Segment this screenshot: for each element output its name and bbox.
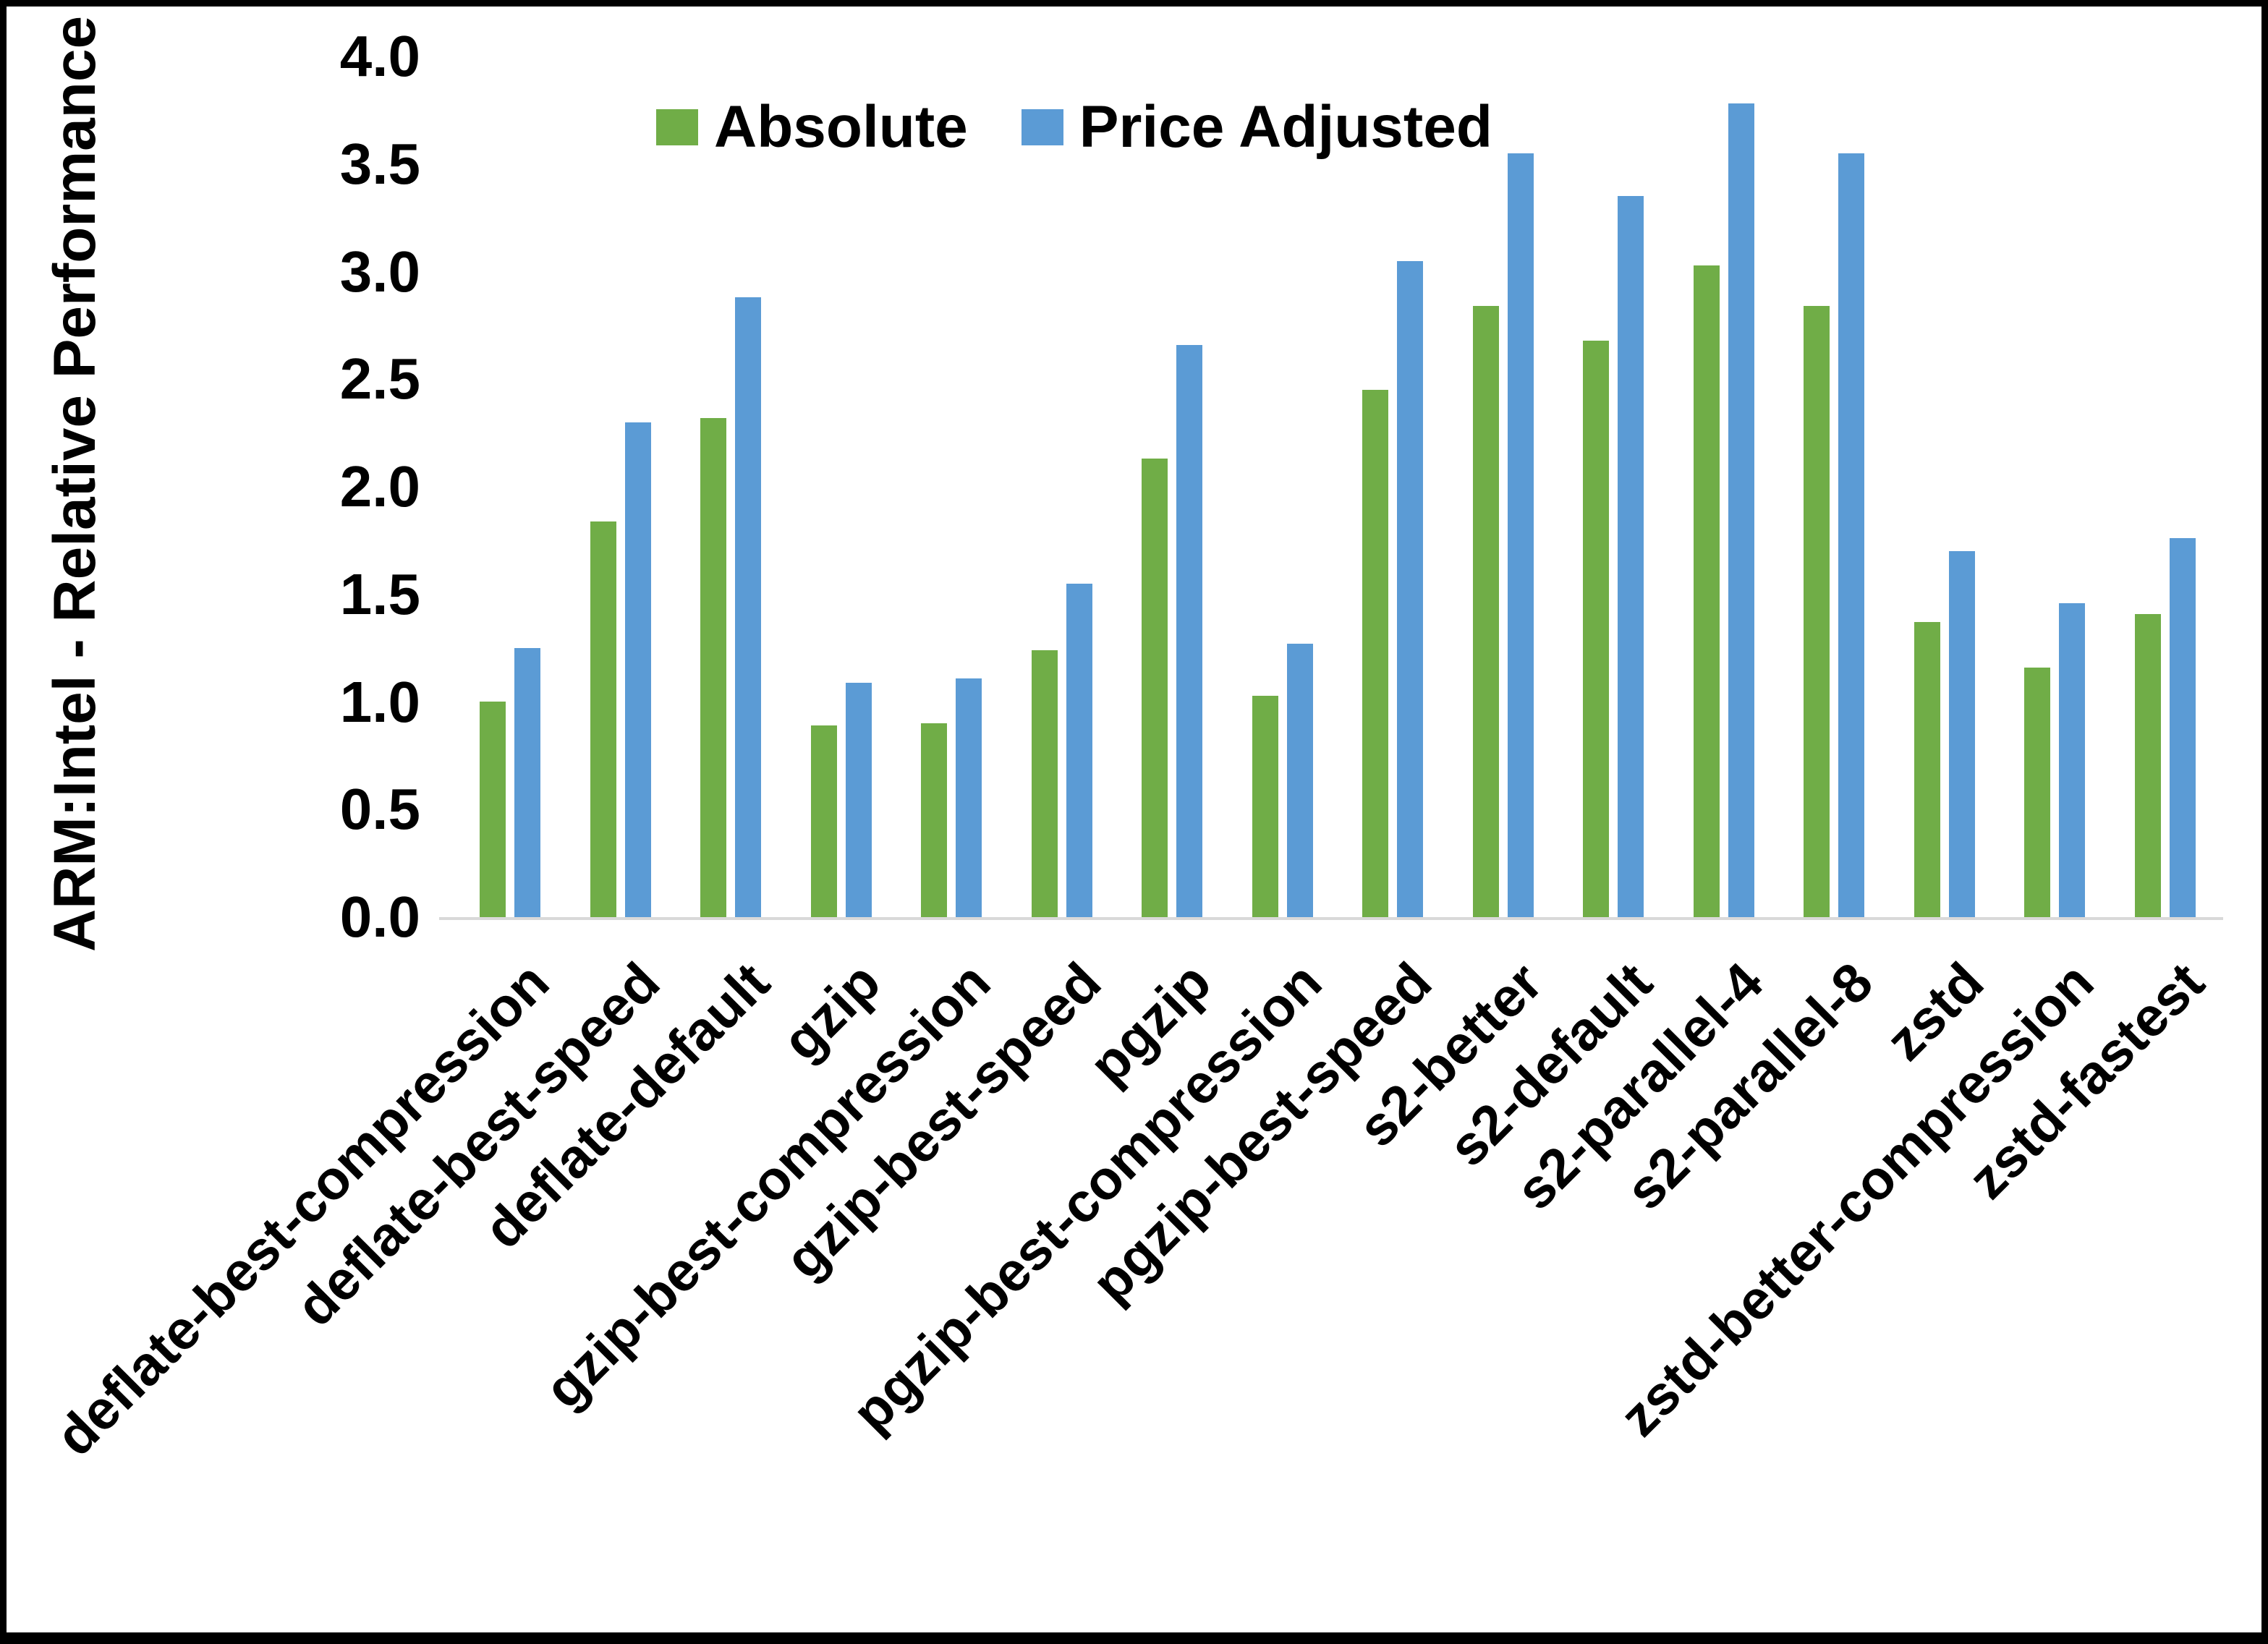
bar-price-adjusted-s2-better — [1508, 153, 1534, 917]
legend-label-price-adjusted: Price Adjusted — [1079, 94, 1492, 160]
bar-absolute-zstd-fastest — [2135, 614, 2161, 917]
legend-item-price-adjusted: Price Adjusted — [1021, 93, 1492, 161]
bar-price-adjusted-gzip-best-speed — [1066, 584, 1092, 917]
bar-absolute-s2-parallel-8 — [1804, 306, 1830, 917]
bar-price-adjusted-zstd-better-compression — [2059, 603, 2085, 917]
x-axis-line — [439, 917, 2223, 920]
y-tick-label: 2.0 — [339, 454, 420, 519]
bar-price-adjusted-s2-default — [1618, 196, 1644, 917]
y-tick-label: 1.5 — [339, 562, 420, 626]
legend-item-absolute: Absolute — [656, 93, 968, 161]
legend: Absolute Price Adjusted — [656, 93, 1492, 161]
legend-swatch-price-adjusted — [1021, 109, 1063, 145]
y-tick-label: 1.0 — [339, 670, 420, 734]
bar-price-adjusted-gzip-best-compression — [956, 678, 982, 917]
bar-absolute-gzip — [811, 725, 837, 917]
bar-absolute-zstd — [1914, 622, 1940, 917]
y-axis-title: ARM:Intel - Relative Performance — [42, 15, 108, 953]
y-tick-label: 2.5 — [339, 346, 420, 411]
bar-price-adjusted-zstd-fastest — [2170, 538, 2196, 917]
bar-price-adjusted-pgzip — [1176, 345, 1202, 917]
bar-price-adjusted-s2-parallel-8 — [1838, 153, 1864, 917]
bar-price-adjusted-deflate-best-speed — [625, 422, 651, 917]
bar-price-adjusted-deflate-best-compression — [514, 648, 540, 917]
y-tick-label: 4.0 — [339, 24, 420, 88]
bar-absolute-zstd-better-compression — [2024, 668, 2050, 917]
bar-absolute-pgzip — [1142, 459, 1168, 917]
bar-absolute-gzip-best-speed — [1032, 650, 1058, 917]
plot-area — [455, 56, 2220, 917]
y-tick-label: 3.0 — [339, 239, 420, 304]
bar-price-adjusted-zstd — [1949, 551, 1975, 917]
bar-absolute-deflate-best-speed — [590, 521, 616, 917]
legend-label-absolute: Absolute — [714, 94, 968, 160]
bar-price-adjusted-pgzip-best-speed — [1397, 261, 1423, 917]
bar-absolute-deflate-best-compression — [480, 702, 506, 917]
bar-absolute-pgzip-best-compression — [1252, 696, 1278, 917]
y-tick-label: 3.5 — [339, 132, 420, 196]
bar-price-adjusted-s2-parallel-4 — [1728, 103, 1754, 917]
bar-absolute-pgzip-best-speed — [1362, 390, 1388, 917]
bar-absolute-s2-default — [1583, 341, 1609, 917]
y-tick-label: 0.5 — [339, 777, 420, 841]
bar-price-adjusted-deflate-default — [735, 297, 761, 917]
bar-absolute-gzip-best-compression — [921, 723, 947, 917]
y-tick-label: 0.0 — [339, 885, 420, 949]
bar-absolute-s2-parallel-4 — [1694, 265, 1720, 917]
bar-absolute-deflate-default — [700, 418, 726, 917]
legend-swatch-absolute — [656, 109, 698, 145]
bar-absolute-s2-better — [1473, 306, 1499, 917]
bar-price-adjusted-pgzip-best-compression — [1287, 644, 1313, 917]
bar-price-adjusted-gzip — [846, 683, 872, 917]
